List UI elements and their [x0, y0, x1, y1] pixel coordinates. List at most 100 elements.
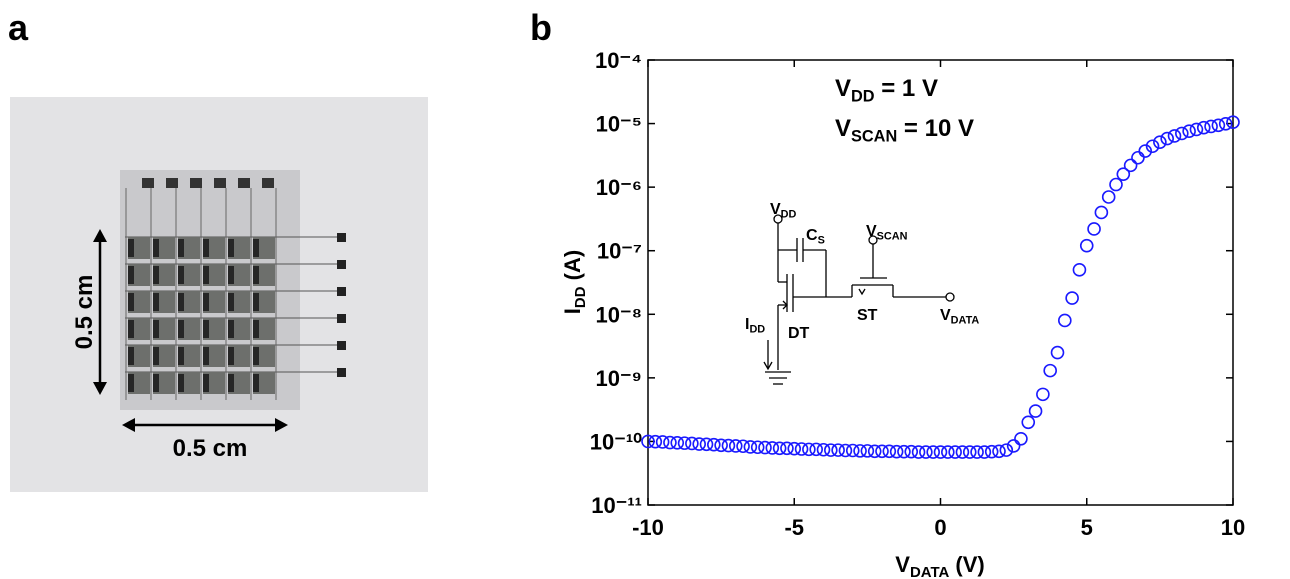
data-point — [802, 442, 816, 457]
pixel-pad — [228, 293, 234, 311]
data-point — [1028, 404, 1043, 418]
pixel-pad — [253, 374, 259, 392]
arrow-head — [93, 382, 107, 395]
data-point — [933, 445, 948, 459]
data-point — [1036, 387, 1050, 402]
pixel-pad — [153, 347, 159, 365]
data-point — [1131, 150, 1145, 165]
data-point — [1167, 129, 1182, 143]
arrow-head — [275, 418, 288, 432]
data-point — [904, 444, 919, 459]
y-tick-label: 10⁻⁷ — [597, 239, 642, 264]
pixel-pad — [153, 293, 159, 311]
data-point — [882, 444, 897, 459]
text-part: (A) — [560, 250, 585, 287]
data-point — [1182, 124, 1196, 138]
text-part: C — [806, 227, 818, 244]
pixel-pad — [253, 239, 259, 257]
data-point — [750, 440, 765, 455]
text-part: ST — [857, 307, 878, 324]
top-pad — [166, 178, 178, 188]
side-pad — [337, 287, 346, 296]
data-point — [962, 445, 977, 459]
pixel-pad — [128, 266, 134, 284]
scale-label: 0.5 cm — [71, 275, 98, 350]
data-point — [1116, 167, 1131, 181]
pixel-pad — [128, 320, 134, 338]
pixel-pad — [128, 239, 134, 257]
top-pad — [262, 178, 274, 188]
y-tick-label: 10⁻⁶ — [596, 175, 642, 200]
data-point — [1218, 117, 1233, 131]
y-tick-label: 10⁻⁸ — [596, 302, 642, 327]
text-part: V — [770, 201, 781, 218]
side-pad — [337, 314, 346, 323]
text-part: = 10 V — [897, 115, 974, 142]
text-part: I — [745, 316, 749, 333]
data-point — [1101, 190, 1116, 204]
pixel-pad — [128, 293, 134, 311]
panel-label: a — [8, 7, 29, 48]
text-part: V — [895, 552, 910, 577]
side-pad — [337, 341, 346, 350]
data-point — [809, 442, 823, 457]
pixel-pad — [178, 266, 184, 284]
data-point — [780, 441, 794, 456]
side-pad — [337, 368, 346, 377]
data-point — [1094, 205, 1109, 220]
data-point — [845, 443, 860, 458]
text-part: = 1 V — [875, 75, 938, 102]
data-point — [941, 445, 955, 459]
data-point — [1109, 177, 1123, 192]
data-point — [641, 434, 655, 449]
pixel-pad — [203, 266, 209, 284]
text-part: V — [835, 115, 851, 142]
panel-label: b — [530, 7, 552, 48]
data-point — [1204, 119, 1218, 134]
data-point — [1079, 238, 1094, 253]
data-point — [765, 441, 780, 455]
data-point — [1050, 345, 1065, 360]
circuit-diagram — [763, 214, 955, 385]
data-point — [1123, 158, 1138, 173]
pixel-pad — [253, 266, 259, 284]
data-point — [919, 445, 933, 459]
y-tick-label: 10⁻¹⁰ — [590, 429, 642, 454]
text-part: I — [560, 308, 585, 314]
data-point — [721, 438, 736, 453]
data-point — [1021, 415, 1036, 430]
label: VSCAN = 10 V — [835, 115, 974, 145]
data-point — [1145, 139, 1160, 154]
data-point — [999, 443, 1014, 457]
pixel-pad — [228, 347, 234, 365]
data-point — [663, 435, 677, 450]
subscript: SCAN — [877, 231, 908, 243]
pixel-pad — [128, 347, 134, 365]
data-point — [1043, 363, 1057, 378]
data-point — [1065, 291, 1079, 305]
x-tick-label: 0 — [934, 515, 946, 540]
pixel-pad — [203, 347, 209, 365]
data-point — [838, 443, 853, 458]
text-part: V — [940, 307, 951, 324]
data-point — [1160, 131, 1174, 146]
data-point — [992, 444, 1006, 459]
pixel-pad — [228, 320, 234, 338]
pixel-pad — [228, 266, 234, 284]
data-point — [728, 439, 743, 453]
data-point — [1153, 135, 1167, 149]
label: IDD (A) — [560, 250, 589, 314]
x-tick-label: -5 — [784, 515, 804, 540]
subscript: DATA — [910, 564, 950, 579]
data-point — [867, 444, 882, 459]
data-point — [1196, 120, 1211, 135]
y-tick-label: 10⁻⁹ — [595, 366, 642, 391]
text-part: (V) — [949, 552, 984, 577]
pixel-pad — [253, 293, 259, 311]
data-point — [648, 434, 663, 449]
data-point — [655, 435, 670, 449]
y-tick-label: 10⁻⁵ — [596, 112, 642, 137]
data-point — [1014, 431, 1028, 446]
data-point — [824, 443, 838, 457]
